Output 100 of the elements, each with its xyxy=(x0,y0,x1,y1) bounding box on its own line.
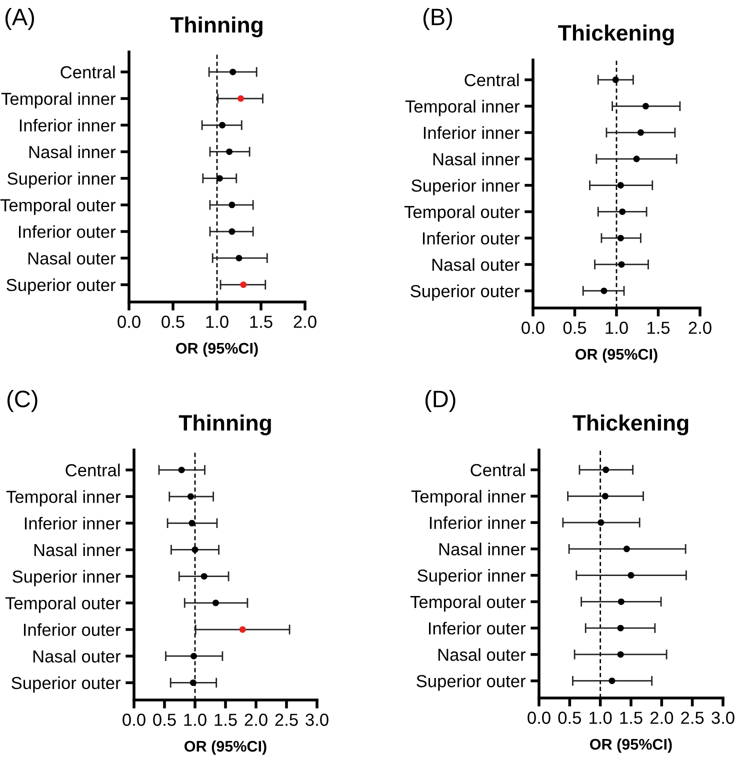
y-tick-label: Superior outer xyxy=(12,676,121,693)
y-tick-label: Nasal outer xyxy=(33,650,121,663)
x-tick-label: 0.0 xyxy=(522,322,544,334)
point xyxy=(602,492,608,500)
y-tick-label: Inferior inner xyxy=(20,118,116,132)
chart-title: Thinning xyxy=(170,16,262,38)
y-tick-label: Temporal outer xyxy=(404,205,520,222)
y-tick-label: Temporal outer xyxy=(410,595,526,612)
point xyxy=(238,95,244,102)
point xyxy=(216,175,223,182)
x-tick-label: 0.0 xyxy=(122,714,146,726)
y-tick-label: Superior inner xyxy=(12,570,121,586)
y-tick-label: Central xyxy=(470,463,525,476)
x-tick-label: 1.0 xyxy=(606,322,628,334)
y-tick-label: Superior inner xyxy=(412,179,520,196)
point xyxy=(188,520,196,526)
y-tick-label: Nasal outer xyxy=(432,258,520,271)
y-tick-label: Superior outer xyxy=(416,674,526,691)
point xyxy=(633,156,640,162)
point xyxy=(608,678,616,684)
y-tick-label: Central xyxy=(464,73,519,86)
x-tick-label: 0.0 xyxy=(118,316,140,328)
chart-title: Thickening xyxy=(558,24,674,46)
point xyxy=(617,182,624,189)
y-tick-label: Nasal inner xyxy=(34,543,121,556)
point xyxy=(240,281,247,288)
x-tick-label: 0.5 xyxy=(558,712,582,724)
point xyxy=(226,148,233,155)
point xyxy=(228,202,236,208)
y-tick-label: Inferior outer xyxy=(422,232,520,245)
point xyxy=(612,76,619,84)
x-tick-label: 1.5 xyxy=(620,712,642,724)
point xyxy=(637,129,644,136)
y-tick-label: Central xyxy=(66,464,120,476)
y-tick-label: Nasal outer xyxy=(28,252,116,265)
x-tick-label: 2.0 xyxy=(688,322,712,334)
point xyxy=(617,651,624,658)
x-tick-label: 2.0 xyxy=(650,712,674,724)
x-tick-label: 1.0 xyxy=(206,316,228,328)
y-tick-label: Inferior inner xyxy=(430,516,526,530)
point xyxy=(602,466,610,474)
text: (A) xyxy=(5,8,34,30)
y-tick-label: Superior inner xyxy=(418,569,526,586)
y-tick-label: Superior outer xyxy=(6,278,116,295)
point xyxy=(190,652,198,660)
point xyxy=(178,466,185,474)
x-tick-label: 0.5 xyxy=(153,714,176,726)
y-tick-label: Central xyxy=(60,66,115,78)
x-tick-label: 0.5 xyxy=(563,322,586,334)
point xyxy=(187,493,194,500)
point xyxy=(236,254,242,262)
point xyxy=(618,261,625,268)
y-tick-label: Temporal inner xyxy=(411,490,526,506)
y-tick-label: Nasal inner xyxy=(439,542,526,556)
x-tick-label: 1.0 xyxy=(184,714,206,726)
point xyxy=(230,68,236,76)
x-axis-title: OR (95%CI) xyxy=(576,348,658,363)
text: (D) xyxy=(425,390,456,412)
chart-title: Thinning xyxy=(178,414,271,436)
y-tick-label: Temporal inner xyxy=(6,490,121,506)
point xyxy=(600,288,608,294)
y-tick-label: Nasal outer xyxy=(438,648,526,661)
y-tick-label: Inferior inner xyxy=(24,516,121,530)
text: (C) xyxy=(7,390,38,412)
y-tick-label: Inferior outer xyxy=(24,623,121,636)
y-tick-label: Inferior outer xyxy=(18,225,116,238)
point xyxy=(617,234,624,242)
y-tick-label: Temporal inner xyxy=(1,92,116,108)
y-tick-label: Superior outer xyxy=(410,284,520,301)
point xyxy=(598,519,604,526)
point xyxy=(200,573,208,580)
point xyxy=(239,626,246,633)
point xyxy=(619,208,626,215)
point xyxy=(617,624,624,632)
x-tick-label: 0.5 xyxy=(162,316,184,328)
y-tick-label: Superior inner xyxy=(8,172,116,188)
chart-title: Thickening xyxy=(572,414,688,436)
x-axis-title: OR (95%CI) xyxy=(590,738,672,753)
point xyxy=(219,122,226,128)
point xyxy=(212,600,219,606)
point xyxy=(618,598,624,605)
y-tick-label: Temporal outer xyxy=(0,198,116,215)
point xyxy=(642,102,649,110)
y-tick-label: Inferior outer xyxy=(428,622,526,635)
x-axis-title: OR (95%CI) xyxy=(176,342,258,357)
x-tick-label: 3.0 xyxy=(306,714,328,726)
x-tick-label: 2.5 xyxy=(275,714,298,726)
point xyxy=(628,572,634,579)
x-axis-title: OR (95%CI) xyxy=(184,740,266,755)
x-tick-label: 1.0 xyxy=(590,712,612,724)
x-tick-label: 1.5 xyxy=(648,322,670,334)
x-tick-label: 2.0 xyxy=(244,714,268,726)
y-tick-label: Temporal inner xyxy=(405,100,520,116)
point xyxy=(228,228,236,235)
point xyxy=(623,546,630,552)
point xyxy=(192,546,198,553)
y-tick-label: Temporal outer xyxy=(5,596,121,613)
point xyxy=(190,679,196,686)
x-tick-label: 1.5 xyxy=(250,316,272,328)
text: (B) xyxy=(423,8,452,30)
